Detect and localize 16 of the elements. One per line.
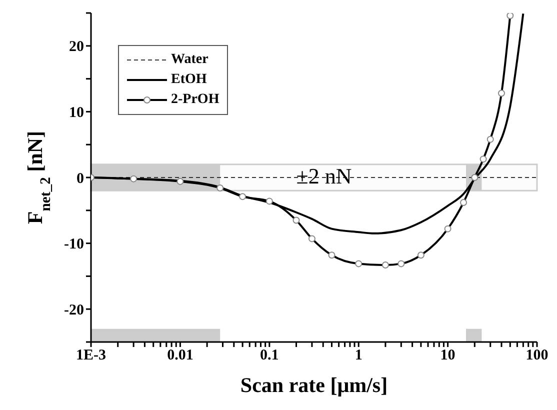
legend-label: Water [171,52,208,68]
x-axis-title: Scan rate [μm/s] [240,373,388,397]
x-tick-label: 100 [526,348,548,364]
band-label: ±2 nN [296,163,352,188]
x-tick-label: 0.1 [260,348,279,364]
x-tick-label: 0.01 [167,348,194,364]
x-tick-label: 1 [354,348,362,364]
y-tick-label: -20 [64,302,84,318]
y-tick-label: 10 [69,105,84,122]
x-tick-label: 10 [440,348,456,364]
y-tick-label: -10 [64,236,84,253]
y-tick-label: 20 [69,39,84,56]
legend-label: EtOH [171,72,207,88]
legend-label: 2-PrOH [171,92,220,108]
x-tick-label: 1E-3 [76,348,106,364]
y-tick-label: 0 [76,170,84,187]
